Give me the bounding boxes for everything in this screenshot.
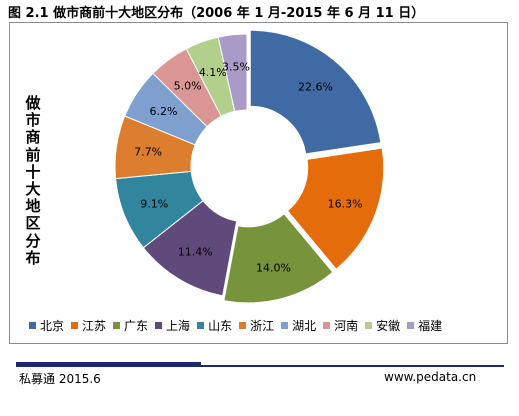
legend-label: 江苏 [82,318,107,333]
legend-label: 浙江 [250,318,275,333]
footer-accent-bar [16,362,201,367]
legend-item-4: 上海 [155,317,190,334]
legend-swatch [71,321,79,329]
legend-item-10: 福建 [407,317,442,334]
legend-label: 安徽 [376,318,401,333]
figure-title: 图 2.1 做市商前十大地区分布（2006 年 1 月-2015 年 6 月 1… [8,6,425,21]
footer-source: 私募通 2015.6 [19,372,101,386]
legend-label: 山东 [208,318,233,333]
slice-label-10: 3.5% [222,61,250,74]
legend-swatch [155,321,163,329]
legend-swatch [197,321,205,329]
slice-3 [223,213,334,304]
slice-label-7: 6.2% [150,105,178,118]
slice-label-2: 16.3% [328,197,363,210]
slice-1 [249,29,382,155]
legend-label: 广东 [124,318,149,333]
legend-swatch [29,321,36,329]
legend-swatch [113,321,121,329]
slice-2 [286,147,385,270]
chart-title: 做市商前十大地区分布 [25,94,41,267]
legend-swatch [365,321,373,329]
legend-item-5: 山东 [197,317,232,334]
legend-swatch [407,321,415,329]
slice-label-4: 11.4% [178,246,213,259]
slice-label-3: 14.0% [256,262,291,275]
footer-rule [16,365,504,367]
legend-swatch [239,321,247,329]
slice-10 [217,33,248,112]
legend-item-2: 江苏 [71,317,106,334]
legend-label: 湖北 [292,318,317,333]
legend-label: 北京 [40,318,65,333]
slice-label-6: 7.7% [134,145,162,158]
legend-swatch [281,321,289,329]
chart-legend: 北京 江苏 广东 上海 山东 浙江 湖北 河南 安徽 福建 [29,317,449,333]
legend-label: 上海 [166,318,191,333]
legend-swatch [323,321,331,329]
legend-item-7: 湖北 [281,317,316,334]
slice-label-8: 5.0% [174,80,202,93]
slice-label-1: 22.6% [298,80,333,93]
legend-label: 河南 [334,318,359,333]
slice-label-9: 4.1% [199,66,227,79]
legend-item-9: 安徽 [365,317,400,334]
legend-label: 福建 [418,318,443,333]
footer-website: www.pedata.cn [384,370,477,384]
legend-item-1: 北京 [29,317,64,334]
legend-item-3: 广东 [113,317,148,334]
legend-item-6: 浙江 [239,317,274,334]
slice-label-5: 9.1% [140,197,168,210]
legend-item-8: 河南 [323,317,358,334]
